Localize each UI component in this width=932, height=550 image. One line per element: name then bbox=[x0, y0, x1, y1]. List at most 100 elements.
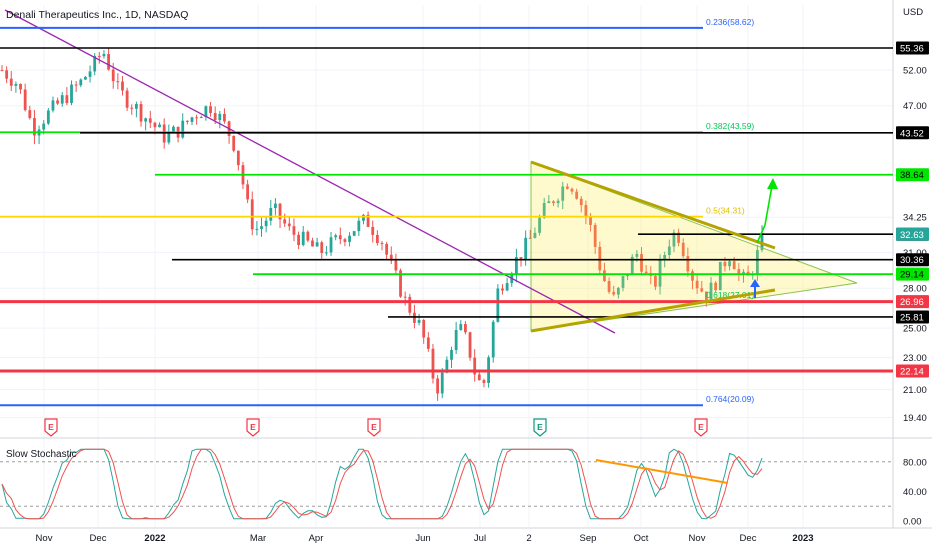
candle bbox=[593, 222, 597, 254]
stoch-tick-label: 0.00 bbox=[903, 517, 922, 528]
candle bbox=[630, 254, 634, 274]
earnings-marker[interactable]: E bbox=[44, 418, 58, 437]
candle-body bbox=[236, 150, 240, 166]
candle bbox=[274, 198, 277, 216]
candle bbox=[134, 101, 138, 118]
candle bbox=[278, 202, 282, 229]
candle bbox=[579, 196, 583, 213]
candle-body bbox=[556, 200, 560, 204]
candle-body bbox=[385, 243, 389, 255]
stochastic-pane[interactable] bbox=[0, 448, 893, 520]
candle-body bbox=[482, 380, 486, 383]
candle bbox=[181, 113, 185, 139]
price-axis[interactable]: USD52.0047.0034.2531.0028.0025.0023.0021… bbox=[896, 7, 929, 528]
candle bbox=[320, 240, 324, 259]
candle-body bbox=[496, 288, 500, 322]
earnings-badge[interactable] bbox=[44, 418, 58, 437]
earnings-badge[interactable] bbox=[246, 418, 260, 437]
candle bbox=[598, 241, 602, 275]
candle bbox=[148, 110, 152, 128]
stochastic-label: Slow Stochastic bbox=[6, 449, 77, 460]
chart-title: Denali Therapeutics Inc., 1D, NASDAQ bbox=[6, 9, 189, 21]
candle-body bbox=[570, 188, 574, 192]
candle bbox=[74, 81, 78, 92]
candle-body bbox=[223, 113, 226, 122]
candle bbox=[691, 269, 694, 290]
candle-body bbox=[74, 84, 78, 86]
candle-body bbox=[612, 291, 616, 295]
time-tick-label: Dec bbox=[90, 533, 107, 544]
earnings-label: E bbox=[537, 422, 543, 432]
candle-body bbox=[519, 257, 523, 260]
candle-body bbox=[686, 256, 690, 272]
candle-body bbox=[116, 81, 120, 83]
candle bbox=[5, 66, 9, 84]
candle bbox=[167, 124, 171, 145]
earnings-marker[interactable]: E bbox=[367, 418, 381, 437]
candle bbox=[246, 179, 250, 204]
candle-body bbox=[246, 184, 250, 200]
candle-body bbox=[533, 232, 537, 238]
candle-body bbox=[732, 261, 736, 270]
candle bbox=[468, 331, 472, 361]
candle-body bbox=[621, 276, 625, 288]
candle bbox=[709, 277, 713, 301]
stoch-tick-label: 40.00 bbox=[903, 487, 927, 498]
candle bbox=[570, 187, 574, 195]
candle-body bbox=[695, 280, 699, 289]
candle bbox=[51, 96, 55, 113]
candle-body bbox=[514, 257, 518, 275]
candle-body bbox=[640, 253, 643, 272]
price-tag-label: 43.52 bbox=[900, 128, 924, 139]
candle bbox=[389, 246, 393, 265]
time-tick-label: Jul bbox=[474, 533, 486, 544]
candle-body bbox=[14, 84, 18, 86]
candle-body bbox=[524, 237, 528, 260]
candle-body bbox=[181, 120, 185, 138]
triangle-lower-edge bbox=[530, 288, 776, 333]
candle-body bbox=[644, 271, 648, 274]
price-tag-label: 29.14 bbox=[900, 270, 924, 281]
candle bbox=[139, 100, 143, 127]
earnings-badge[interactable] bbox=[533, 418, 547, 437]
candle-body bbox=[445, 359, 449, 373]
candle-body bbox=[255, 228, 259, 230]
stoch-divergence-line bbox=[595, 459, 729, 484]
candle bbox=[204, 105, 208, 121]
candle bbox=[450, 346, 453, 368]
earnings-badge[interactable] bbox=[694, 418, 708, 437]
candle-body bbox=[579, 198, 583, 206]
candle bbox=[357, 216, 361, 237]
candle-body bbox=[9, 78, 13, 86]
candle-body bbox=[635, 253, 639, 257]
candle bbox=[514, 248, 518, 283]
earnings-badge[interactable] bbox=[367, 418, 381, 437]
candle bbox=[102, 50, 106, 59]
time-tick-label: 2023 bbox=[792, 533, 813, 544]
price-tag bbox=[896, 267, 929, 281]
candle-body bbox=[70, 84, 73, 104]
candle bbox=[46, 107, 50, 126]
candle-body bbox=[195, 117, 199, 119]
candle-body bbox=[320, 242, 324, 254]
candle bbox=[223, 108, 226, 124]
candle bbox=[264, 216, 268, 233]
time-axis[interactable]: Nov Dec 2022 Mar Apr Jun Jul 2 Sep Oct Nov Dec 2023 bbox=[36, 533, 814, 544]
candle-body bbox=[297, 234, 300, 246]
candle-body bbox=[158, 124, 161, 128]
candle bbox=[329, 231, 333, 256]
candle bbox=[654, 273, 657, 291]
candle bbox=[505, 277, 509, 292]
candle bbox=[195, 114, 199, 125]
candle bbox=[454, 321, 458, 355]
candle bbox=[116, 73, 120, 90]
candle-body bbox=[329, 237, 333, 253]
earnings-marker[interactable]: E bbox=[246, 418, 260, 437]
fib-level-label: 0.236(58.62) bbox=[706, 17, 754, 27]
candle bbox=[366, 211, 370, 228]
earnings-marker[interactable]: E bbox=[533, 418, 547, 437]
time-tick-label: 2 bbox=[526, 533, 531, 544]
candle bbox=[667, 239, 671, 261]
earnings-marker[interactable]: E bbox=[694, 418, 708, 437]
candle-body bbox=[677, 232, 680, 243]
